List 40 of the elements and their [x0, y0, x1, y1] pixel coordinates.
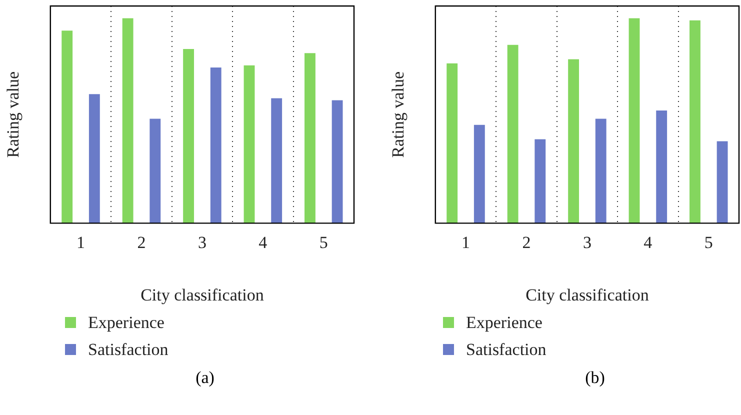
x-axis-title: City classification	[140, 285, 264, 304]
x-tick-label: 5	[704, 232, 713, 252]
x-tick-label: 5	[319, 232, 328, 252]
legend-label: Experience	[87, 312, 166, 334]
text: (a)	[194, 368, 216, 388]
text: (b)	[584, 368, 606, 388]
bar	[304, 53, 316, 224]
bar	[122, 18, 134, 224]
legend-label: Experience	[465, 312, 544, 334]
bar	[210, 67, 222, 224]
x-tick-label: 4	[644, 232, 653, 252]
legend-label: Satisfaction	[465, 338, 546, 360]
x-axis-title: City classification	[526, 285, 650, 304]
bar	[88, 94, 100, 224]
bar	[62, 30, 73, 224]
x-tick-label: 2	[522, 232, 531, 252]
bar	[595, 118, 606, 224]
x-tick-label: 3	[582, 232, 592, 252]
y-axis-title: Rating value	[388, 71, 408, 158]
bar	[716, 141, 728, 224]
x-tick-label: 2	[137, 232, 146, 252]
x-tick-label: 1	[462, 232, 470, 252]
legend-label: Satisfaction	[87, 338, 168, 360]
bar	[628, 18, 640, 224]
x-tick-label: 1	[76, 232, 86, 252]
bar	[507, 44, 518, 224]
bar	[446, 63, 458, 224]
y-axis-title: Rating value	[4, 71, 23, 158]
bar	[332, 100, 343, 224]
bar	[244, 65, 255, 224]
bar	[183, 49, 194, 224]
bar	[150, 118, 161, 224]
bar	[534, 139, 546, 224]
bar	[690, 20, 700, 224]
x-tick-label: 4	[258, 232, 268, 252]
bar	[271, 98, 282, 224]
bar	[474, 124, 485, 224]
x-tick-label: 3	[198, 232, 206, 252]
bar	[568, 59, 580, 224]
bar	[656, 110, 668, 224]
